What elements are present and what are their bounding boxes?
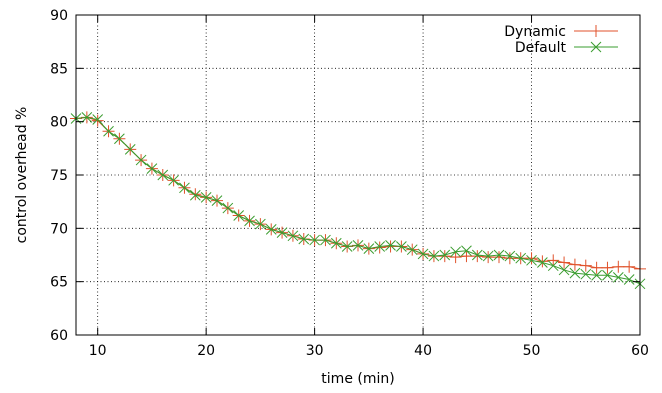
x-marker xyxy=(103,125,114,137)
x-marker xyxy=(526,254,537,266)
x-marker xyxy=(580,268,592,280)
x-marker xyxy=(200,192,212,203)
x-marker xyxy=(396,241,407,252)
x-marker xyxy=(255,218,266,230)
x-marker xyxy=(298,233,310,245)
x-marker xyxy=(352,240,364,251)
x-tick-label: 10 xyxy=(89,343,107,359)
x-marker xyxy=(135,154,147,166)
y-tick-label: 85 xyxy=(50,61,68,77)
y-axis-title: control overhead % xyxy=(14,107,30,244)
x-marker xyxy=(157,169,169,181)
plus-marker xyxy=(384,240,397,253)
x-marker xyxy=(179,182,190,194)
x-marker xyxy=(428,250,440,262)
x-tick-label: 40 xyxy=(414,343,432,359)
plus-marker xyxy=(91,114,104,127)
x-marker xyxy=(189,189,201,201)
x-marker xyxy=(537,257,548,268)
legend-label: Default xyxy=(515,40,567,56)
x-tick-label: 60 xyxy=(631,343,649,359)
x-marker xyxy=(417,248,429,260)
x-marker xyxy=(482,250,494,262)
x-marker xyxy=(439,249,451,261)
legend-item: Dynamic xyxy=(504,24,618,40)
x-marker xyxy=(504,250,516,262)
plus-marker xyxy=(568,258,581,271)
y-tick-label: 90 xyxy=(50,8,68,24)
x-marker xyxy=(590,41,602,53)
plus-marker xyxy=(525,252,538,265)
x-tick-label: 20 xyxy=(197,343,215,359)
plus-marker xyxy=(482,251,495,264)
plus-marker xyxy=(558,256,571,269)
x-marker xyxy=(363,243,375,254)
x-marker xyxy=(265,224,277,235)
x-marker xyxy=(612,272,624,283)
x-marker xyxy=(406,244,418,256)
series-group xyxy=(70,111,646,290)
plus-marker xyxy=(449,251,462,264)
x-marker xyxy=(341,241,353,252)
x-marker xyxy=(222,202,234,214)
x-marker xyxy=(81,112,93,123)
x-marker xyxy=(124,144,136,155)
x-marker xyxy=(547,260,559,272)
plus-marker xyxy=(460,250,473,263)
x-marker xyxy=(287,230,299,242)
x-marker xyxy=(591,269,602,281)
x-marker xyxy=(211,195,223,206)
y-tick-label: 65 xyxy=(50,275,68,291)
axis-ticks: 10 20 30 40 50 60 60 65 70 75 80 85 90 xyxy=(50,8,649,359)
x-marker xyxy=(330,237,342,249)
x-marker xyxy=(623,274,635,285)
series-default xyxy=(70,112,646,290)
y-tick-label: 60 xyxy=(50,328,68,344)
plus-marker xyxy=(601,261,614,274)
plus-marker xyxy=(493,251,505,264)
y-tick-label: 70 xyxy=(50,221,68,237)
plus-marker xyxy=(503,252,516,265)
x-marker xyxy=(558,264,570,276)
x-marker xyxy=(244,215,255,227)
y-tick-label: 80 xyxy=(50,115,68,131)
series-dynamic xyxy=(70,111,646,275)
plus-marker xyxy=(579,259,592,272)
x-marker xyxy=(374,241,386,252)
x-marker xyxy=(320,234,331,246)
x-marker xyxy=(276,227,288,238)
x-marker xyxy=(233,210,245,221)
plus-marker xyxy=(471,250,484,263)
x-marker xyxy=(493,249,505,261)
series-line xyxy=(75,116,641,285)
x-marker xyxy=(114,133,125,145)
x-marker xyxy=(309,234,320,246)
x-marker xyxy=(92,114,104,125)
plus-marker xyxy=(438,250,451,263)
x-tick-label: 50 xyxy=(523,343,541,359)
x-marker xyxy=(569,267,581,279)
x-marker xyxy=(168,174,179,186)
x-marker xyxy=(602,269,613,281)
x-marker xyxy=(461,245,472,257)
legend-label: Dynamic xyxy=(504,24,566,40)
plus-marker xyxy=(547,254,560,267)
x-marker xyxy=(385,240,396,251)
plus-marker xyxy=(623,260,636,273)
y-tick-label: 75 xyxy=(50,168,68,184)
x-axis-title: time (min) xyxy=(321,371,394,387)
plus-marker xyxy=(189,188,202,201)
x-marker xyxy=(146,163,158,174)
plus-marker xyxy=(590,25,602,37)
legend-item: Default xyxy=(515,40,618,56)
grid-lines xyxy=(76,15,640,335)
plus-marker xyxy=(590,261,603,274)
x-marker xyxy=(471,249,483,261)
x-tick-label: 30 xyxy=(306,343,324,359)
x-marker xyxy=(450,246,461,258)
plus-marker xyxy=(612,260,625,273)
x-marker xyxy=(515,252,527,264)
